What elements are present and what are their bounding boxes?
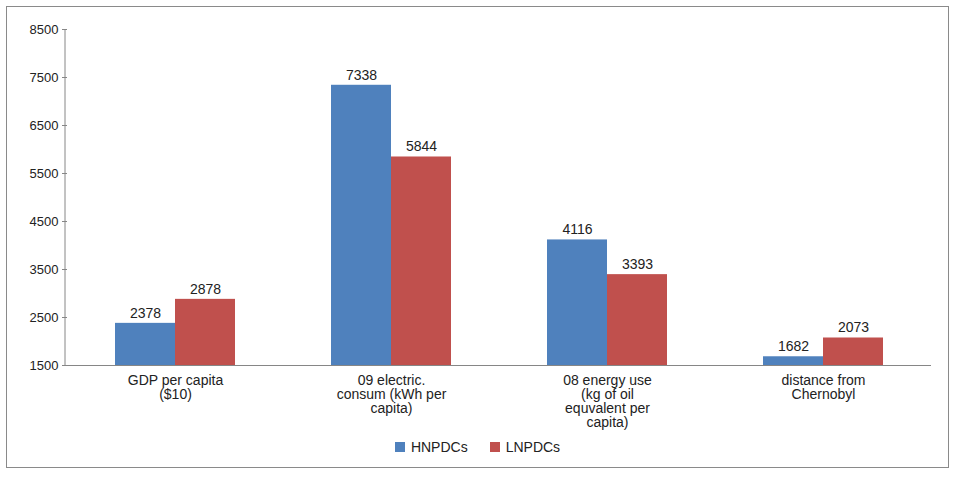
svg-text:1682: 1682 [778, 338, 809, 354]
svg-text:GDP per capita($10): GDP per capita($10) [128, 372, 224, 402]
html-text:HNPDCs: HNPDCs [410, 439, 468, 455]
svg-text:5844: 5844 [406, 138, 437, 154]
svg-text:09 electric.consum (kWh percap: 09 electric.consum (kWh percapita) [337, 372, 447, 416]
svg-text:8500: 8500 [30, 22, 59, 37]
svg-text:3393: 3393 [622, 256, 653, 272]
svg-text:7338: 7338 [346, 67, 377, 83]
svg-text:08 energy use(kg of oilequvale: 08 energy use(kg of oilequvalent percapi… [563, 372, 652, 430]
svg-text:4116: 4116 [562, 221, 592, 237]
svg-text:5500: 5500 [30, 166, 59, 181]
svg-text:7500: 7500 [30, 70, 59, 85]
html-text:LNPDCs: LNPDCs [505, 439, 561, 455]
svg-text:2073: 2073 [838, 319, 869, 335]
svg-text:2378: 2378 [130, 305, 161, 321]
svg-text:6500: 6500 [30, 118, 59, 133]
svg-text:1500: 1500 [30, 358, 59, 373]
svg-text:4500: 4500 [30, 214, 59, 229]
svg-text:3500: 3500 [30, 262, 59, 277]
svg-text:distance fromChernobyl: distance fromChernobyl [781, 372, 865, 402]
svg-text:2500: 2500 [30, 310, 59, 325]
svg-text:2878: 2878 [190, 281, 221, 297]
